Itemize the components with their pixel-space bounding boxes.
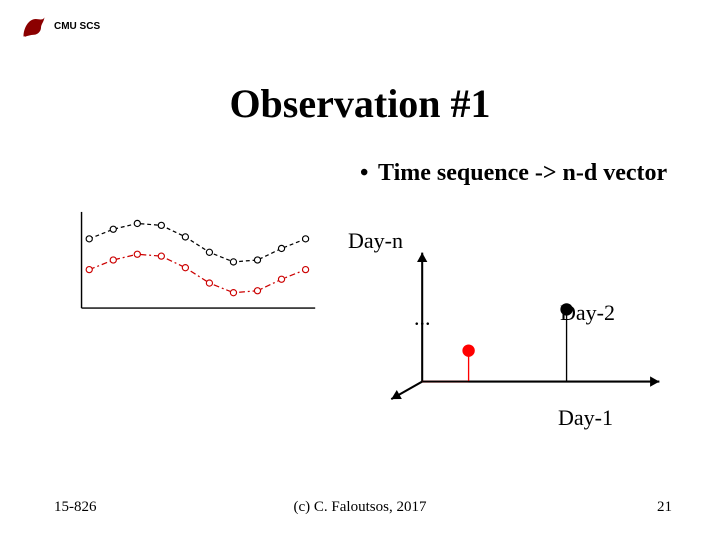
footer-page-number: 21 xyxy=(657,499,672,516)
timeseries-plot xyxy=(70,200,320,320)
footer-copyright: (c) C. Faloutsos, 2017 xyxy=(0,499,720,516)
axis-label-ellipsis: ... xyxy=(414,305,431,331)
bullet-text: Time sequence -> n-d vector xyxy=(378,160,667,186)
slide-header: CMU SCS xyxy=(20,12,100,40)
axis-label-day-1: Day-1 xyxy=(558,405,613,431)
bullet-dot-icon: • xyxy=(360,160,378,187)
axis-label-day-n: Day-n xyxy=(348,228,403,254)
scotty-logo xyxy=(20,12,48,40)
axis-label-day-2: Day-2 xyxy=(560,300,615,326)
vector-space-diagram xyxy=(350,230,680,430)
header-text: CMU SCS xyxy=(54,21,100,32)
slide-title: Observation #1 xyxy=(0,80,720,127)
bullet-item: •Time sequence -> n-d vector xyxy=(360,160,700,187)
